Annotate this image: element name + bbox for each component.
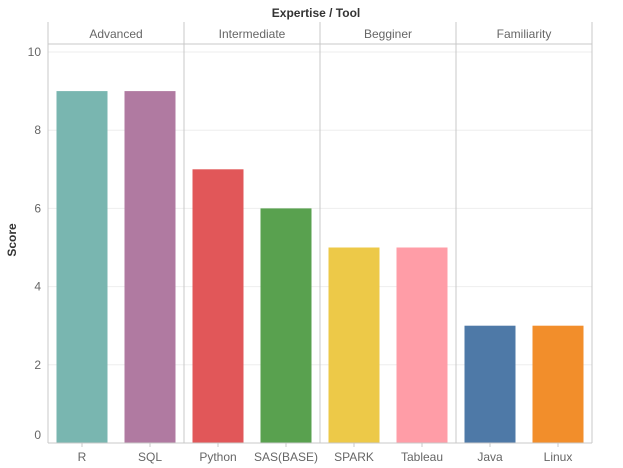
group-label: Advanced [89, 27, 142, 41]
y-tick-label: 0 [34, 428, 41, 442]
bar [192, 169, 244, 444]
group-header: Advanced Intermediate Begginer Familiarity [89, 27, 551, 41]
bar [396, 247, 448, 443]
x-tick-label: R [78, 450, 87, 464]
y-tick-label: 2 [34, 358, 41, 372]
bar [532, 325, 584, 443]
bar [56, 91, 108, 443]
x-tick-label: Linux [544, 450, 573, 464]
bar [464, 325, 516, 443]
x-tick-label: SQL [138, 450, 162, 464]
y-tick-label: 4 [34, 280, 41, 294]
y-tick-label: 6 [34, 201, 41, 215]
y-axis-label: Score [5, 223, 19, 257]
x-tick-label: Python [199, 450, 236, 464]
group-label: Begginer [364, 27, 412, 41]
y-tick-label: 8 [34, 123, 41, 137]
bars [56, 91, 584, 444]
chart-title: Expertise / Tool [272, 6, 360, 20]
y-tick-label: 10 [28, 45, 42, 59]
y-axis: 0 2 4 6 8 10 [28, 45, 42, 442]
x-tick-label: Java [477, 450, 503, 464]
x-tick-label: SPARK [334, 450, 374, 464]
bar [124, 91, 176, 443]
x-axis: R SQL Python SAS(BASE) SPARK Tableau Java Linux [78, 450, 573, 464]
bar [260, 208, 312, 443]
x-tick-label: SAS(BASE) [254, 450, 318, 464]
plot-frame [47, 22, 593, 447]
x-tick-label: Tableau [401, 450, 443, 464]
group-label: Intermediate [219, 27, 286, 41]
group-label: Familiarity [497, 27, 552, 41]
bar [328, 247, 380, 443]
